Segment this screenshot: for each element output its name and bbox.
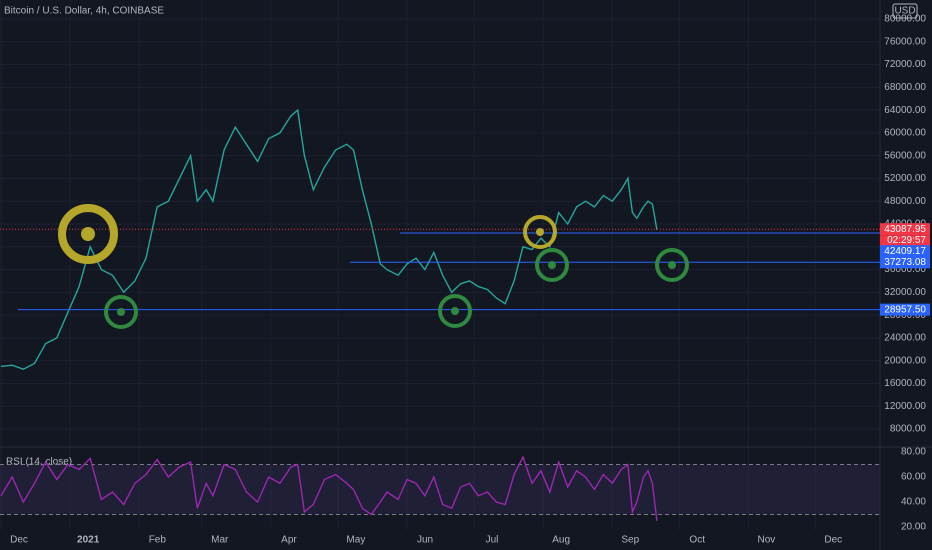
- price-tag-label: 37273.08: [884, 257, 926, 268]
- y-tick-label: 64000.00: [884, 105, 926, 116]
- y-tick-label: 24000.00: [884, 333, 926, 344]
- currency: USD: [894, 6, 915, 17]
- support-dot: [668, 261, 676, 269]
- x-tick-label: Aug: [552, 535, 570, 546]
- price-tag: [880, 303, 930, 316]
- highlight-dot: [536, 228, 544, 236]
- countdown-tag: [880, 235, 930, 247]
- y-tick-label: 32000.00: [884, 287, 926, 298]
- annotations: [58, 204, 689, 329]
- y-tick-label: 20.00: [901, 522, 926, 533]
- support-circle: [535, 248, 569, 282]
- x-tick-label: Nov: [757, 535, 775, 546]
- y-tick-label: 60000.00: [884, 128, 926, 139]
- y-tick-label: 80.00: [901, 447, 926, 458]
- x-tick-label: 2021: [77, 535, 100, 546]
- price-tag: [880, 223, 930, 236]
- x-tick-label: Jun: [417, 535, 433, 546]
- x-tick-label: Dec: [824, 535, 842, 546]
- y-tick-label: 80000.00: [884, 14, 926, 25]
- price-tag-label: 43087.95: [884, 224, 926, 235]
- currency-box: [892, 3, 918, 19]
- price-tag-label: 42409.17: [884, 246, 926, 257]
- x-tick-label: Dec: [10, 535, 28, 546]
- y-tick-label: 12000.00: [884, 401, 926, 412]
- chart-title: Bitcoin / U.S. Dollar, 4h, COINBASE: [4, 6, 164, 17]
- price-tag: [880, 256, 930, 269]
- support-dot: [548, 261, 556, 269]
- highlight-circle: [523, 215, 557, 249]
- plot: [0, 108, 880, 521]
- highlight-circle: [58, 204, 118, 264]
- support-circle: [104, 295, 138, 329]
- x-tick-label: Feb: [149, 535, 167, 546]
- rsi-title: RSI (14, close): [6, 457, 72, 468]
- x-tick-label: Sep: [621, 535, 639, 546]
- y-tick-label: 36000.00: [884, 264, 926, 275]
- x-tick-label: Apr: [281, 535, 297, 546]
- support-dot: [117, 308, 125, 316]
- support-dot: [451, 307, 459, 315]
- x-tick-label: May: [346, 535, 365, 546]
- price-line: [0, 108, 658, 370]
- y-tick-label: 20000.00: [884, 355, 926, 366]
- y-tick-label: 76000.00: [884, 36, 926, 47]
- highlight-dot: [81, 227, 95, 241]
- x-tick-label: Mar: [211, 535, 229, 546]
- price-line: [0, 455, 658, 521]
- y-tick-label: 48000.00: [884, 196, 926, 207]
- x-tick-label: Oct: [689, 535, 705, 546]
- x-tick-label: Jul: [486, 535, 499, 546]
- y-tick-label: 56000.00: [884, 150, 926, 161]
- y-tick-label: 52000.00: [884, 173, 926, 184]
- y-tick-label: 40.00: [901, 497, 926, 508]
- price-tag: [880, 245, 930, 258]
- grid: [0, 0, 880, 530]
- y-tick-label: 72000.00: [884, 59, 926, 70]
- support-circle: [438, 294, 472, 328]
- y-tick-label: 8000.00: [890, 424, 927, 435]
- y-tick-label: 16000.00: [884, 378, 926, 389]
- y-tick-label: 68000.00: [884, 82, 926, 93]
- y-tick-label: 60.00: [901, 472, 926, 483]
- countdown-label: 02:29:57: [887, 235, 926, 246]
- price-tag-label: 28957.50: [884, 304, 926, 315]
- support-circle: [655, 248, 689, 282]
